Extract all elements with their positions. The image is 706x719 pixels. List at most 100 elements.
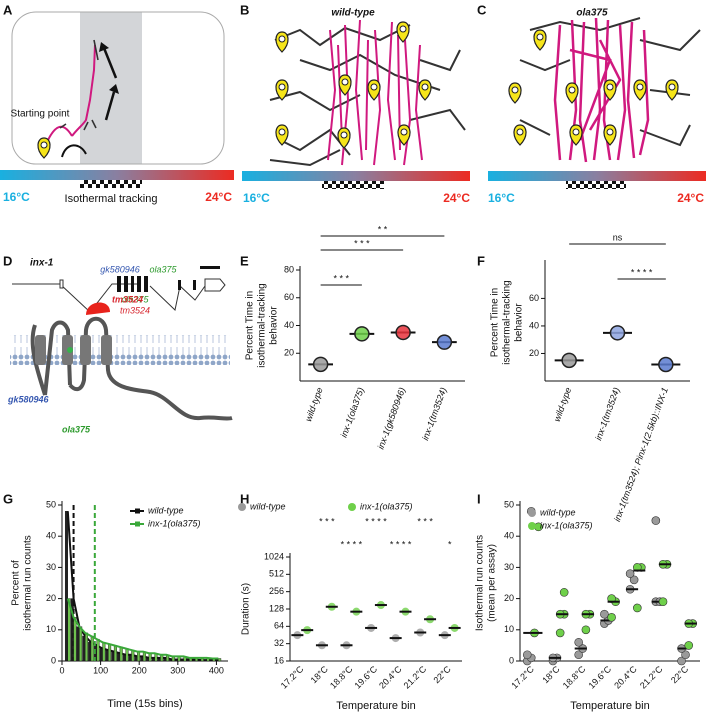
legend-swatch [135,508,140,514]
legend-swatch [238,503,246,511]
y-tick-label: 40 [46,531,56,541]
x-axis-label: Temperature bin [336,700,416,712]
y-tick-label: 20 [529,348,539,358]
bar [64,511,68,662]
legend-swatch [348,503,356,511]
allele-label: gk580946 [100,264,140,274]
significance-label: * * * [417,516,433,526]
legend-label: inx-1(ola375) [540,520,593,530]
start-pin [337,127,351,149]
transmembrane [101,335,112,365]
x-tick-label: inx-1(tm3524) [420,386,448,442]
track [59,39,99,131]
legend-swatch [528,522,536,530]
y-axis-label: isothermal-tracking [257,283,268,367]
x-tick-label: wild-type [552,386,574,423]
panel-d: inx-1 gk580946 ola375 ola375 tm3524 tm35… [7,258,233,434]
mean-marker [561,352,577,369]
temperature-bar [242,171,470,181]
x-tick-label: 18°C [540,664,562,686]
y-tick-label: 32 [274,638,284,648]
x-tick-label: 18.8°C [561,664,588,691]
x-tick-label: 17.2°C [279,664,306,691]
x-tick-label: inx-1(ola375) [339,386,366,439]
panel-letter: B [240,2,249,17]
gene-name: inx-1 [30,258,54,269]
y-tick-label: 80 [284,264,294,274]
bar [125,648,129,662]
track [269,24,466,167]
y-tick-label: 60 [529,293,539,303]
x-tick-label: 20.4°C [612,664,639,691]
data-point [651,516,661,525]
significance-label: * * * [333,273,349,283]
y-tick-label: 40 [529,320,539,330]
y-tick-label: 30 [504,562,514,572]
bar [111,651,115,662]
x-tick-label: inx-1(gk580946) [376,386,408,451]
bar [82,635,86,662]
allele-label: ola375 [121,294,149,304]
arena [11,11,225,165]
exon [193,280,196,290]
y-tick-label: 10 [504,624,514,634]
significance-label: * * * * [341,539,363,549]
bar [119,646,123,662]
isothermal-marker [80,180,142,188]
temperature-bar [0,170,234,180]
start-label: Starting point [11,109,70,120]
mean-marker [354,326,370,342]
series-line [66,511,219,662]
y-axis-label: isothermal run counts [23,535,34,631]
panel-letter: D [3,253,12,268]
significance-label: * [448,539,452,549]
bar [88,642,92,662]
y-axis-label: Percent Time in [245,291,256,360]
exon [124,276,128,292]
legend-label: wild-type [148,505,184,515]
arrow [61,144,87,158]
start-pin [275,31,289,53]
mutation-site [67,347,73,353]
legend-label: wild-type [540,507,576,517]
data-point [629,575,639,585]
x-tick-label: 21.2°C [638,664,665,691]
allele-label: tm3524 [120,305,150,315]
y-tick-label: 0 [51,655,56,665]
significance-label: * * * * [365,516,387,526]
data-point [681,650,690,660]
y-tick-label: 40 [504,531,514,541]
panel-b: wild-type 16°C 24°C [242,8,470,205]
allele-label: tm3524 [112,294,143,304]
bar [73,617,77,662]
bar [90,635,94,662]
y-axis-label: (mean per assay) [487,544,498,622]
x-tick-label: 100 [93,665,108,675]
y-tick-label: 50 [504,499,514,509]
x-tick-label: 20.4°C [377,664,404,691]
start-pin [603,124,617,146]
track [553,17,650,163]
membrane [10,335,230,365]
data-point [684,641,694,650]
panel-letter: I [477,491,481,506]
legend-swatch [135,521,140,527]
bar [117,653,121,662]
scale-bar [200,266,220,269]
y-tick-label: 64 [274,621,284,631]
y-tick-label: 128 [269,603,284,613]
x-tick-label: 18.8°C [328,664,355,691]
data-point [581,625,591,635]
panel-title: wild-type [331,8,375,19]
x-tick-label: 300 [170,665,185,675]
exon [117,276,121,292]
y-tick-label: 10 [46,624,56,634]
bar [105,649,109,662]
y-tick-label: 256 [269,586,284,596]
zone-label: Isothermal tracking [65,193,158,205]
y-tick-label: 512 [269,569,284,579]
exon [178,280,181,290]
data-point [677,656,686,666]
x-tick-label: inx-1(tm3524); Pinx-1(2.5kb)::INX-1 [612,386,670,523]
